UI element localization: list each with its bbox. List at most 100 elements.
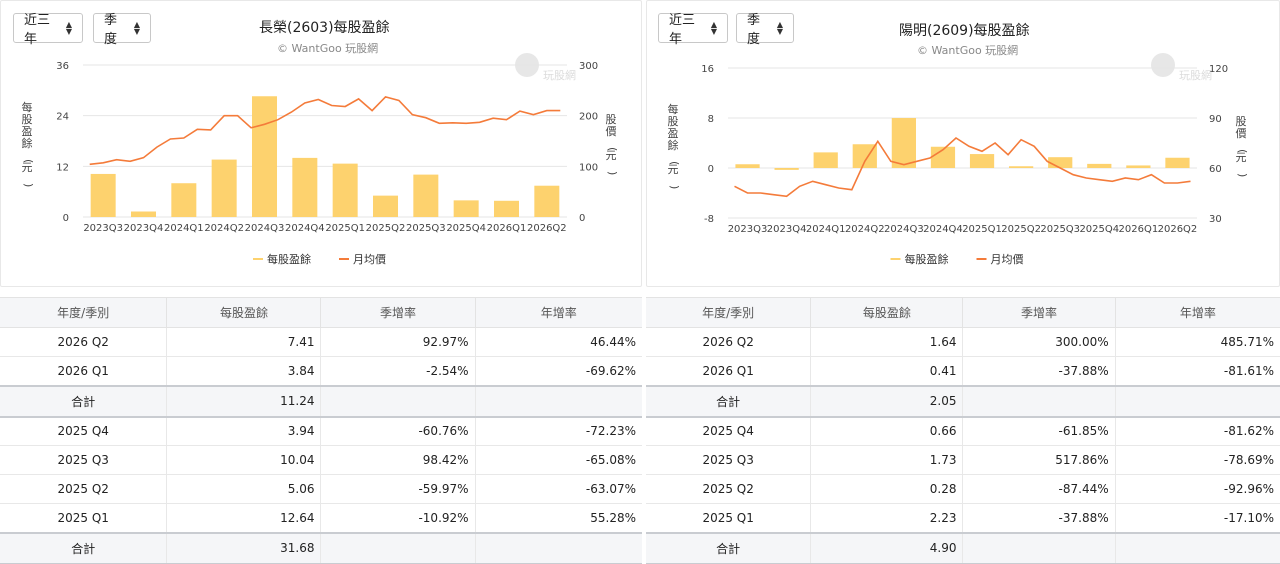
- x-tick-label: 2025Q1: [325, 223, 365, 234]
- eps-bar[interactable]: [292, 157, 318, 217]
- yoy-cell: [1115, 531, 1280, 564]
- yoy-cell: -65.08%: [475, 445, 642, 475]
- period-select[interactable]: 季度 ▲ ▼: [736, 13, 794, 47]
- eps-bar[interactable]: [1087, 163, 1112, 168]
- yoy-cell: -63.07%: [475, 474, 642, 504]
- eps-bar[interactable]: [534, 185, 560, 217]
- eps-chart: 玩股網 16 120 8 90 0 60 -8 30 每股盈餘(元) 股價(元) 2023Q3 2023…: [668, 53, 1249, 266]
- eps-bar[interactable]: [735, 164, 760, 168]
- y-left-tick-label: -8: [704, 214, 714, 225]
- eps-bar[interactable]: [493, 200, 520, 217]
- watermark-logo: 玩股網: [515, 53, 576, 82]
- eps-bar[interactable]: [211, 159, 237, 217]
- watermark-text: 玩股網: [1179, 68, 1212, 82]
- eps-bar[interactable]: [171, 183, 197, 217]
- y-left-tick-label: 0: [63, 213, 69, 224]
- x-tick-label: 2024Q3: [245, 223, 285, 234]
- total-row: 合計 2.05: [646, 384, 1280, 418]
- period-cell: 2025 Q4: [0, 416, 168, 446]
- period-select[interactable]: 季度 ▲ ▼: [93, 13, 151, 47]
- y-right-tick-label: 0: [579, 213, 585, 224]
- legend: 每股盈餘 月均價: [890, 252, 1024, 266]
- eps-cell: 11.24: [166, 384, 322, 418]
- y-right-tick-label: 90: [1209, 114, 1222, 125]
- qoq-cell: [320, 531, 476, 564]
- eps-bar[interactable]: [1126, 165, 1151, 168]
- qoq-cell: [320, 384, 476, 418]
- sort-caret-icon: ▲ ▼: [710, 20, 717, 36]
- x-tick-label: 2024Q1: [806, 224, 846, 235]
- period-cell: 2026 Q2: [646, 327, 812, 357]
- yoy-cell: -81.61%: [1115, 356, 1280, 386]
- yoy-cell: [475, 384, 642, 418]
- eps-bar[interactable]: [1165, 157, 1190, 168]
- qoq-cell: -10.92%: [320, 503, 476, 533]
- qoq-cell: 98.42%: [320, 445, 476, 475]
- eps-bar[interactable]: [1048, 157, 1073, 168]
- eps-bar[interactable]: [413, 174, 439, 217]
- x-tick-label: 2025Q2: [1001, 224, 1041, 235]
- x-tick-label: 2025Q4: [446, 223, 486, 234]
- x-tick-label: 2025Q2: [366, 223, 406, 234]
- range-select[interactable]: 近三年 ▲ ▼: [13, 13, 83, 47]
- column-header: 年度/季別: [646, 297, 812, 328]
- total-row: 合計 31.68: [0, 531, 642, 564]
- legend-item-price[interactable]: 月均價: [353, 252, 386, 266]
- yoy-cell: -92.96%: [1115, 474, 1280, 504]
- eps-bar[interactable]: [332, 163, 358, 217]
- x-tick-label: 2025Q3: [406, 223, 446, 234]
- table-row: 2025 Q3 1.73 517.86% -78.69%: [646, 445, 1280, 475]
- period-cell: 2025 Q1: [0, 503, 168, 533]
- y-left-tick-label: 12: [56, 162, 69, 173]
- range-select-value: 近三年: [669, 13, 696, 47]
- eps-bar[interactable]: [90, 173, 116, 217]
- qoq-cell: 300.00%: [962, 327, 1116, 357]
- legend-item-price[interactable]: 月均價: [991, 252, 1024, 266]
- eps-bar[interactable]: [453, 200, 479, 217]
- eps-cell: 5.06: [166, 474, 322, 504]
- eps-chart-card-2603: 近三年 ▲ ▼ 季度 ▲ ▼ 長榮(2603)每股盈餘 © WantGoo 玩股網 …: [0, 0, 642, 287]
- y-right-axis-label: 股價(元): [1236, 115, 1249, 177]
- qoq-cell: -60.76%: [320, 416, 476, 446]
- eps-bar[interactable]: [852, 144, 877, 168]
- legend-item-eps[interactable]: 每股盈餘: [267, 252, 311, 266]
- eps-bar[interactable]: [372, 195, 399, 217]
- yoy-cell: -69.62%: [475, 356, 642, 386]
- column-header: 季增率: [320, 297, 476, 328]
- range-select[interactable]: 近三年 ▲ ▼: [658, 13, 728, 47]
- column-header: 年度/季別: [0, 297, 168, 328]
- eps-bar[interactable]: [774, 168, 799, 170]
- column-header: 季增率: [962, 297, 1116, 328]
- sort-caret-icon: ▲ ▼: [65, 20, 72, 36]
- eps-bar[interactable]: [1009, 166, 1034, 168]
- x-tick-label: 2026Q2: [1158, 224, 1198, 235]
- eps-cell: 12.64: [166, 503, 322, 533]
- price-line[interactable]: [734, 136, 1191, 198]
- x-tick-label: 2023Q4: [767, 224, 807, 235]
- x-tick-label: 2024Q2: [204, 223, 244, 234]
- x-tick-label: 2026Q2: [527, 223, 567, 234]
- x-tick-label: 2023Q4: [124, 223, 164, 234]
- eps-bar[interactable]: [251, 96, 278, 217]
- eps-bar[interactable]: [130, 211, 157, 217]
- eps-bar[interactable]: [891, 118, 916, 168]
- eps-bar[interactable]: [930, 146, 956, 168]
- yoy-cell: [475, 531, 642, 564]
- x-tick-label: 2025Q1: [962, 224, 1002, 235]
- qoq-cell: [962, 531, 1116, 564]
- price-line[interactable]: [89, 96, 561, 166]
- x-tick-label: 2023Q3: [728, 224, 768, 235]
- x-tick-label: 2026Q1: [487, 223, 527, 234]
- legend-line-swatch-icon: [339, 258, 349, 260]
- y-left-tick-label: 36: [56, 61, 69, 72]
- legend-item-eps[interactable]: 每股盈餘: [905, 252, 949, 266]
- period-cell: 2026 Q2: [0, 327, 168, 357]
- eps-bar[interactable]: [813, 152, 838, 168]
- table-row: 2025 Q3 10.04 98.42% -65.08%: [0, 445, 642, 475]
- sort-caret-icon: ▲ ▼: [133, 20, 140, 36]
- y-right-tick-label: 30: [1209, 214, 1222, 225]
- eps-bar[interactable]: [969, 154, 995, 168]
- x-tick-label: 2023Q3: [83, 223, 123, 234]
- y-right-tick-label: 300: [579, 61, 598, 72]
- eps-cell: 3.84: [166, 356, 322, 386]
